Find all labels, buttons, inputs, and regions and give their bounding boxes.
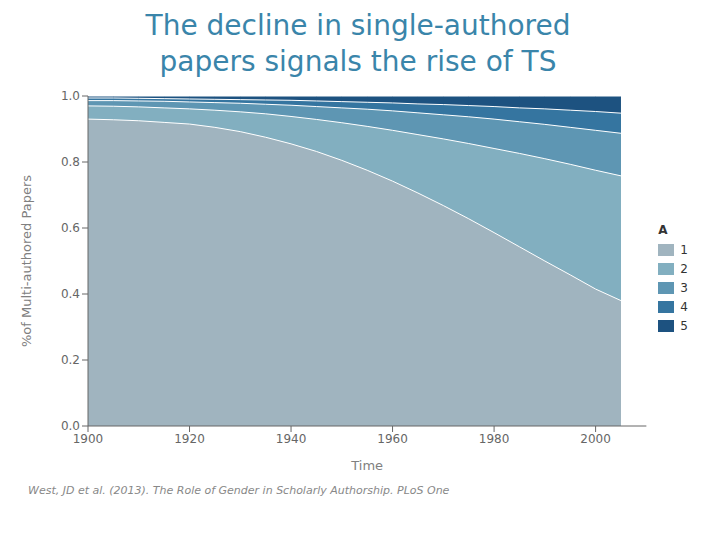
html-text:1: 1: [680, 242, 688, 257]
html-text:3: 3: [680, 280, 688, 295]
html-text:The decline in single-authored: The decline in single-authored: [145, 9, 571, 42]
svg-text:1960: 1960: [377, 432, 408, 446]
svg-text:1.0: 1.0: [61, 89, 80, 103]
html-text:West, JD et al. (2013). The Ro: West, JD et al. (2013). The Role of Gend…: [28, 484, 450, 497]
html-text:4: 4: [680, 299, 688, 314]
html-text:A: A: [658, 222, 668, 237]
svg-text:0.6: 0.6: [61, 221, 80, 235]
svg-text:1920: 1920: [174, 432, 205, 446]
html-text:5: 5: [680, 318, 688, 333]
html-text:2: 2: [680, 261, 688, 276]
svg-text:0.0: 0.0: [61, 419, 80, 433]
svg-text:Time: Time: [350, 458, 383, 473]
html-text:papers signals the rise of TS: papers signals the rise of TS: [159, 45, 557, 78]
svg-text:2000: 2000: [580, 432, 611, 446]
svg-text:1900: 1900: [73, 432, 104, 446]
svg-text:0.2: 0.2: [61, 353, 80, 367]
svg-text:0.8: 0.8: [61, 155, 80, 169]
svg-text:0.4: 0.4: [61, 287, 80, 301]
svg-text:1980: 1980: [479, 432, 510, 446]
svg-text:%of Multi-authored Papers: %of Multi-authored Papers: [19, 175, 34, 347]
svg-text:1940: 1940: [276, 432, 307, 446]
